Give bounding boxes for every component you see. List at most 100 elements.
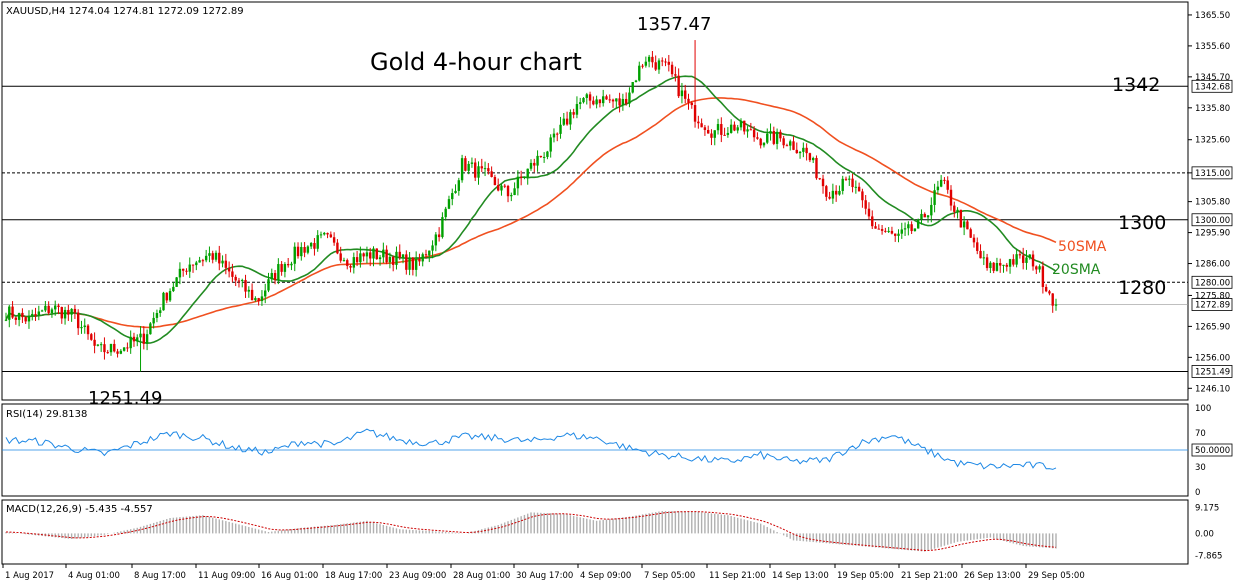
candle-body bbox=[1005, 264, 1008, 267]
candle-body bbox=[483, 168, 487, 170]
low-annotation: 1251.49 bbox=[88, 388, 162, 409]
time-tick-label: 8 Aug 17:00 bbox=[134, 571, 186, 581]
rsi-box bbox=[1191, 443, 1233, 457]
rsi-axis: 100 70 50.0000 30 0 bbox=[1191, 404, 1233, 498]
candle-body bbox=[756, 137, 759, 139]
candle-body bbox=[300, 247, 303, 257]
candle-body bbox=[598, 99, 602, 104]
candle-body bbox=[447, 199, 451, 209]
price-box bbox=[1191, 213, 1233, 227]
candle-body bbox=[500, 185, 503, 191]
candles bbox=[4, 40, 1058, 372]
candle-body bbox=[260, 296, 264, 302]
macd-label: MACD(12,26,9) -5.435 -4.557 bbox=[6, 504, 153, 515]
time-tick-label: 29 Sep 05:00 bbox=[1028, 571, 1085, 581]
candle-body bbox=[359, 253, 362, 263]
candle-body bbox=[14, 317, 18, 320]
macd-panel bbox=[5, 511, 1057, 552]
candle-body bbox=[96, 344, 100, 346]
level-1300-label: 1300 bbox=[1118, 212, 1166, 234]
candle-body bbox=[572, 112, 575, 115]
candle-body bbox=[40, 310, 44, 312]
candle-body bbox=[713, 130, 716, 138]
candle-body bbox=[159, 310, 162, 314]
candle-body bbox=[641, 65, 644, 67]
candle-body bbox=[697, 121, 700, 124]
candle-body bbox=[703, 127, 707, 130]
candle-body bbox=[27, 315, 31, 322]
candle-body bbox=[487, 168, 490, 172]
candle-body bbox=[224, 260, 228, 268]
candle-body bbox=[296, 246, 300, 257]
candle-body bbox=[86, 325, 90, 335]
candle-body bbox=[890, 230, 894, 234]
time-tick-label: 7 Sep 05:00 bbox=[644, 571, 695, 581]
candle-body bbox=[782, 138, 785, 146]
candle-body bbox=[956, 209, 959, 212]
rsi-tick-label: 70 bbox=[1195, 429, 1206, 439]
candle-body bbox=[76, 312, 80, 329]
candle-body bbox=[831, 190, 835, 199]
time-tick-label: 26 Sep 13:00 bbox=[964, 571, 1021, 581]
candle-body bbox=[257, 298, 260, 302]
candle-body bbox=[667, 61, 671, 65]
candle-body bbox=[503, 185, 506, 187]
candle-body bbox=[939, 179, 943, 187]
candle-body bbox=[634, 80, 638, 83]
price-box-label: 1251.49 bbox=[1195, 367, 1230, 377]
candle-body bbox=[706, 129, 710, 134]
candle-body bbox=[700, 123, 703, 128]
candle-body bbox=[834, 190, 838, 195]
time-tick-label: 19 Sep 05:00 bbox=[837, 571, 894, 581]
candle-body bbox=[772, 131, 776, 144]
candle-body bbox=[395, 251, 398, 265]
candle-body bbox=[247, 289, 251, 292]
candle-body bbox=[542, 156, 546, 158]
candle-body bbox=[457, 180, 461, 191]
candle-body bbox=[277, 264, 280, 281]
candle-body bbox=[871, 216, 874, 227]
candle-body bbox=[825, 186, 828, 197]
candle-body bbox=[999, 263, 1002, 266]
candle-body bbox=[684, 90, 687, 99]
candle-body bbox=[769, 131, 772, 134]
candle-body bbox=[638, 65, 641, 81]
candle-body bbox=[227, 267, 231, 272]
candle-body bbox=[428, 250, 431, 256]
candle-body bbox=[414, 259, 418, 270]
candle-body bbox=[1028, 254, 1031, 258]
candle-body bbox=[920, 213, 923, 220]
candle-body bbox=[743, 120, 746, 132]
candle-body bbox=[424, 254, 428, 256]
candle-body bbox=[828, 196, 831, 199]
candle-body bbox=[588, 94, 592, 101]
candle-body bbox=[139, 333, 142, 338]
candle-body bbox=[401, 254, 405, 258]
candle-body bbox=[280, 264, 283, 272]
candle-body bbox=[254, 298, 257, 301]
candle-body bbox=[162, 292, 165, 311]
candle-body bbox=[264, 290, 267, 297]
candle-body bbox=[201, 260, 205, 262]
candle-body bbox=[736, 127, 739, 131]
sma20-path bbox=[5, 75, 1057, 344]
price-panel-frame bbox=[1, 1, 1189, 401]
candle-body bbox=[575, 104, 579, 115]
candle-body bbox=[122, 347, 126, 351]
candle-body bbox=[848, 178, 851, 180]
candle-body bbox=[982, 257, 986, 259]
candle-body bbox=[605, 96, 608, 100]
candle-body bbox=[884, 230, 887, 232]
time-tick-label: 21 Sep 21:00 bbox=[901, 571, 958, 581]
candle-body bbox=[132, 336, 136, 342]
candle-body bbox=[779, 131, 782, 139]
candle-body bbox=[352, 257, 356, 268]
candle-body bbox=[80, 327, 83, 329]
candle-body bbox=[992, 262, 995, 271]
candle-body bbox=[290, 263, 293, 266]
candle-body bbox=[926, 215, 930, 218]
candle-body bbox=[815, 157, 818, 179]
macd-axis: 9.175 0.00 -7.865 bbox=[1195, 504, 1222, 562]
candle-body bbox=[962, 221, 966, 228]
candle-body bbox=[44, 305, 47, 311]
